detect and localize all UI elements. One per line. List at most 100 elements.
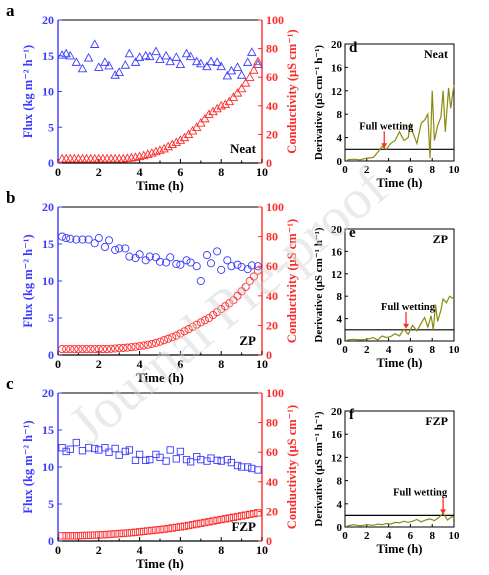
y2-tick-label: 0: [266, 534, 272, 548]
conductivity-point: [229, 513, 238, 521]
conductivity-point: [90, 345, 99, 354]
conductivity-point: [81, 153, 92, 163]
wetting-arrow-head: [381, 143, 388, 149]
y-tick-label: 5: [48, 497, 54, 511]
conductivity-point: [86, 531, 95, 539]
conductivity-point: [179, 132, 190, 142]
flux-point: [217, 265, 226, 274]
conductivity-point: [208, 310, 218, 320]
conductivity-point: [233, 512, 242, 521]
conductivity-point: [89, 153, 100, 163]
flux-point: [155, 257, 165, 266]
conductivity-point: [138, 150, 149, 160]
conductivity-point: [184, 521, 193, 530]
conductivity-point: [123, 343, 132, 352]
conductivity-point: [208, 106, 218, 116]
conductivity-point: [140, 527, 148, 536]
flux-point: [196, 276, 205, 286]
y-axis-label: Derivative (μS cm⁻¹ h⁻¹): [313, 45, 325, 161]
y2-tick-label: 40: [266, 475, 278, 489]
conductivity-point: [151, 338, 160, 347]
conductivity-point: [217, 305, 226, 314]
conductivity-point: [172, 523, 180, 532]
flux-point: [206, 56, 216, 66]
conductivity-point: [99, 531, 107, 539]
flux-point: [253, 262, 262, 271]
conductivity-point: [95, 531, 103, 539]
conductivity-point: [197, 519, 205, 527]
panel-annotation: Neat: [424, 47, 448, 61]
flux-point: [162, 457, 170, 465]
panel-f: 0 2 4 6 8 10 0 4 8 12 16 20 Time (h) Derivative (μS c…: [313, 406, 460, 556]
flux-point: [182, 256, 191, 265]
flux-point: [66, 445, 74, 453]
conductivity-point: [155, 145, 165, 154]
conductivity-point: [213, 308, 222, 317]
x-tick-label: 0: [55, 357, 61, 371]
flux-point: [212, 57, 222, 66]
derivative-line: [347, 512, 455, 527]
conductivity-point: [167, 139, 178, 149]
x-axis-label: Time (h): [377, 542, 423, 556]
x-tick-label: 4: [386, 530, 392, 542]
x-axis-label: Time (h): [136, 370, 184, 385]
y-tick-label: 12: [331, 452, 343, 464]
x-tick-label: 8: [429, 344, 435, 356]
conductivity-point: [102, 153, 112, 163]
flux-point: [162, 258, 171, 267]
conductivity-point: [106, 344, 116, 353]
y2-axis-label: Conductivity (μS cm⁻¹): [285, 405, 299, 529]
flux-point: [62, 447, 70, 456]
y-tick-label: 20: [42, 386, 54, 400]
plot-frame: [344, 410, 455, 528]
conductivity-point: [143, 340, 152, 349]
y2-tick-label: 80: [266, 230, 278, 244]
y2-tick-label: 20: [266, 318, 278, 332]
conductivity-point: [148, 526, 156, 535]
conductivity-point: [233, 291, 242, 300]
x-tick-label: 2: [96, 357, 102, 371]
flux-point: [248, 464, 256, 473]
flux-point: [130, 57, 141, 66]
flux-point: [121, 447, 129, 456]
conductivity-point: [213, 516, 221, 524]
conductivity-point: [107, 530, 115, 538]
flux-point: [242, 57, 253, 66]
y2-tick-label: 80: [266, 416, 278, 430]
x-tick-label: 4: [137, 357, 143, 371]
y-tick-label: 16: [331, 429, 343, 441]
x-tick-label: 2: [364, 164, 370, 176]
flux-point: [156, 453, 164, 462]
flux-point: [165, 56, 175, 66]
flux-point: [151, 253, 160, 262]
conductivity-point: [200, 316, 209, 325]
flux-point: [66, 234, 75, 243]
x-tick-label: 6: [177, 165, 183, 179]
y-tick-label: 20: [331, 406, 343, 418]
y2-tick-label: 100: [266, 386, 284, 400]
flux-point: [110, 70, 120, 79]
x-tick-label: 8: [218, 357, 224, 371]
flux-point: [175, 59, 186, 68]
flux-point: [135, 250, 144, 259]
panel-letter: c: [6, 374, 14, 393]
flux-point: [172, 455, 180, 463]
y2-tick-label: 60: [266, 70, 278, 84]
conductivity-point: [175, 135, 186, 144]
conductivity-point: [144, 527, 152, 535]
conductivity-point: [168, 524, 176, 532]
panel-letter: e: [349, 225, 356, 241]
conductivity-point: [204, 313, 214, 323]
derivative-line: [347, 295, 455, 341]
conductivity-point: [86, 345, 95, 354]
conductivity-point: [78, 345, 87, 354]
flux-point: [62, 234, 71, 243]
y2-axis-label: Conductivity (μS cm⁻¹): [285, 219, 299, 343]
x-tick-label: 2: [96, 543, 102, 557]
y-tick-label: 12: [331, 269, 343, 281]
x-axis-label: Time (h): [136, 556, 184, 571]
conductivity-point: [131, 342, 140, 351]
